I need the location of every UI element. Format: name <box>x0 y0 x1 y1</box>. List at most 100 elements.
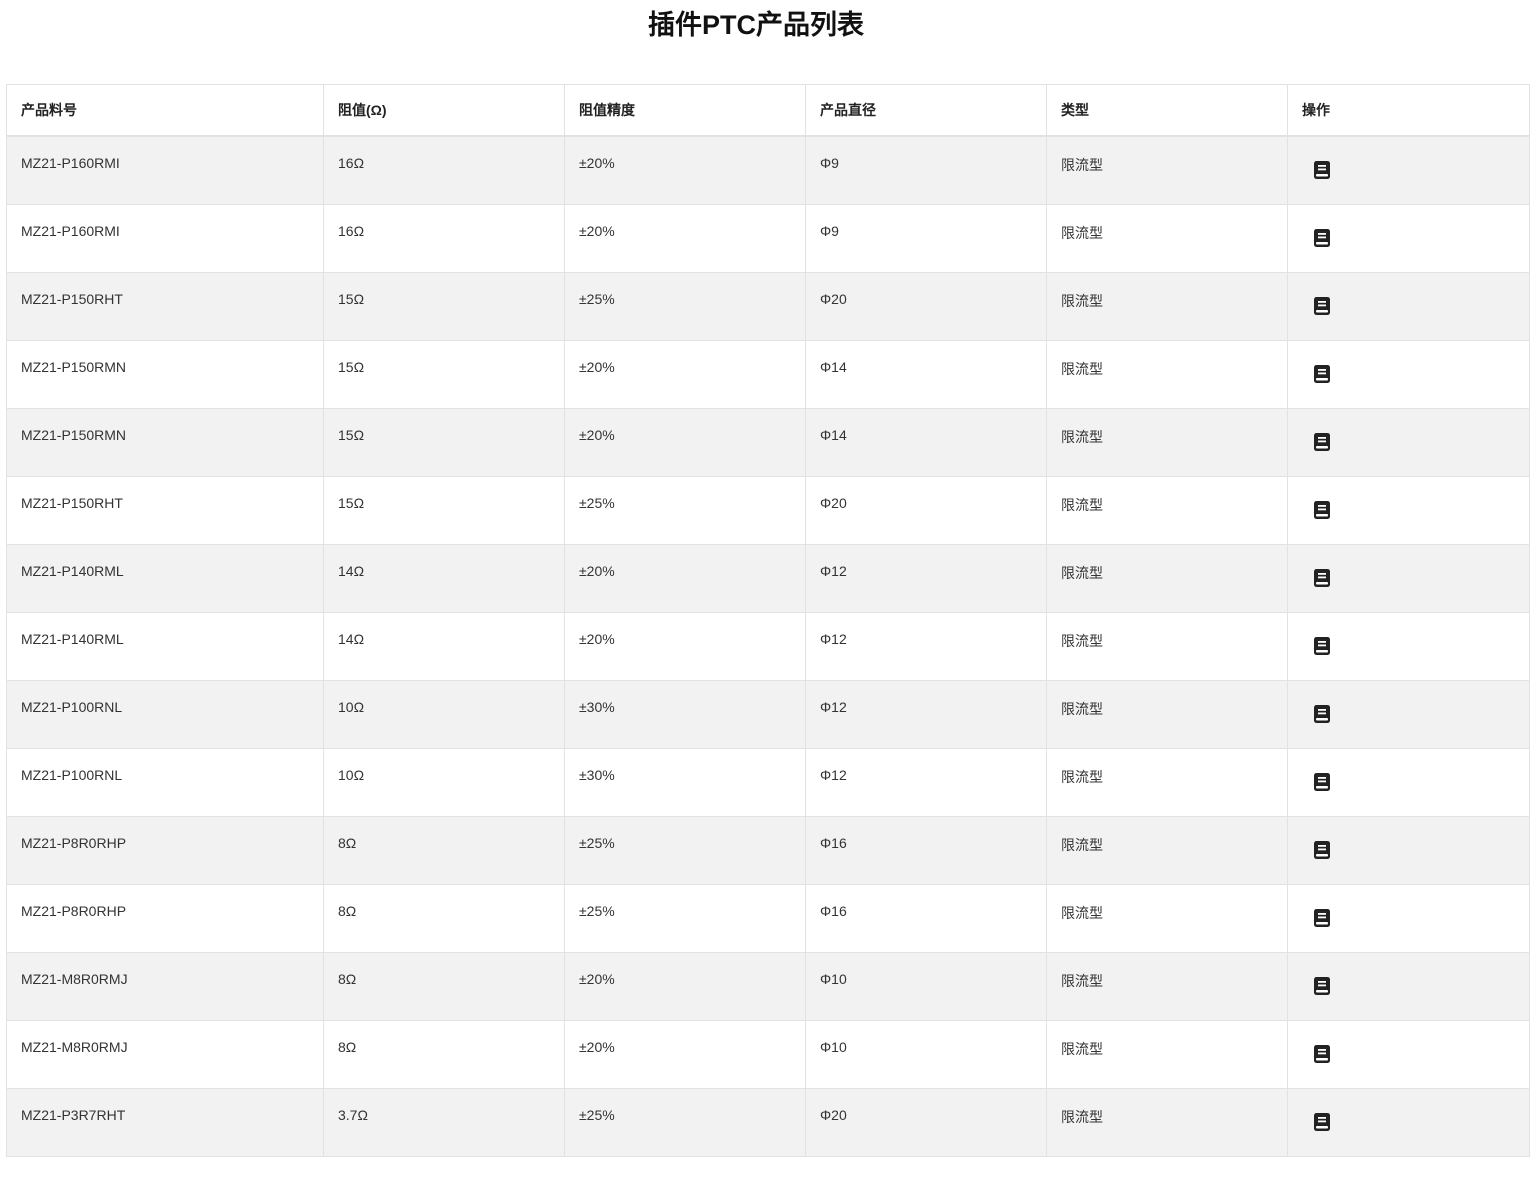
cell-type: 限流型 <box>1046 203 1288 273</box>
cell-tolerance: ±20% <box>564 407 806 477</box>
cell-tolerance: ±20% <box>564 203 806 273</box>
book-icon[interactable] <box>1314 433 1330 452</box>
cell-diameter: Φ9 <box>805 135 1047 205</box>
cell-part-number: MZ21-P150RHT <box>6 475 324 545</box>
cell-tolerance: ±20% <box>564 951 806 1021</box>
cell-type: 限流型 <box>1046 271 1288 341</box>
book-icon[interactable] <box>1314 365 1330 384</box>
table-row: MZ21-P3R7RHT 3.7Ω ±25% Φ20 限流型 <box>6 1087 1530 1157</box>
cell-resistance: 15Ω <box>323 271 565 341</box>
book-icon[interactable] <box>1314 841 1330 860</box>
cell-action <box>1287 883 1530 953</box>
cell-part-number: MZ21-P150RMN <box>6 407 324 477</box>
table-row: MZ21-M8R0RMJ 8Ω ±20% Φ10 限流型 <box>6 1019 1530 1089</box>
book-icon[interactable] <box>1314 705 1330 724</box>
col-diameter: 产品直径 <box>805 84 1047 137</box>
cell-action <box>1287 1087 1530 1157</box>
cell-action <box>1287 135 1530 205</box>
table-row: MZ21-P150RMN 15Ω ±20% Φ14 限流型 <box>6 407 1530 477</box>
cell-type: 限流型 <box>1046 815 1288 885</box>
table-row: MZ21-P8R0RHP 8Ω ±25% Φ16 限流型 <box>6 815 1530 885</box>
cell-tolerance: ±25% <box>564 815 806 885</box>
cell-resistance: 15Ω <box>323 339 565 409</box>
table-row: MZ21-P160RMI 16Ω ±20% Φ9 限流型 <box>6 203 1530 273</box>
cell-part-number: MZ21-P160RMI <box>6 135 324 205</box>
book-icon[interactable] <box>1314 229 1330 248</box>
cell-part-number: MZ21-P100RNL <box>6 747 324 817</box>
book-icon[interactable] <box>1314 977 1330 996</box>
cell-tolerance: ±20% <box>564 339 806 409</box>
table-row: MZ21-P140RML 14Ω ±20% Φ12 限流型 <box>6 543 1530 613</box>
cell-type: 限流型 <box>1046 611 1288 681</box>
table-row: MZ21-P150RMN 15Ω ±20% Φ14 限流型 <box>6 339 1530 409</box>
cell-type: 限流型 <box>1046 679 1288 749</box>
cell-part-number: MZ21-P140RML <box>6 543 324 613</box>
cell-diameter: Φ16 <box>805 815 1047 885</box>
cell-action <box>1287 203 1530 273</box>
cell-part-number: MZ21-P140RML <box>6 611 324 681</box>
cell-tolerance: ±25% <box>564 475 806 545</box>
col-type: 类型 <box>1046 84 1288 137</box>
cell-tolerance: ±20% <box>564 543 806 613</box>
col-tolerance: 阻值精度 <box>564 84 806 137</box>
cell-part-number: MZ21-P8R0RHP <box>6 815 324 885</box>
cell-resistance: 14Ω <box>323 543 565 613</box>
cell-type: 限流型 <box>1046 951 1288 1021</box>
cell-part-number: MZ21-P3R7RHT <box>6 1087 324 1157</box>
cell-part-number: MZ21-P160RMI <box>6 203 324 273</box>
cell-part-number: MZ21-P8R0RHP <box>6 883 324 953</box>
cell-action <box>1287 951 1530 1021</box>
table-row: MZ21-P140RML 14Ω ±20% Φ12 限流型 <box>6 611 1530 681</box>
cell-action <box>1287 271 1530 341</box>
cell-resistance: 8Ω <box>323 1019 565 1089</box>
cell-tolerance: ±20% <box>564 611 806 681</box>
cell-resistance: 14Ω <box>323 611 565 681</box>
col-part-number: 产品料号 <box>6 84 324 137</box>
cell-action <box>1287 1019 1530 1089</box>
table-row: MZ21-P8R0RHP 8Ω ±25% Φ16 限流型 <box>6 883 1530 953</box>
table-row: MZ21-M8R0RMJ 8Ω ±20% Φ10 限流型 <box>6 951 1530 1021</box>
cell-type: 限流型 <box>1046 135 1288 205</box>
cell-diameter: Φ20 <box>805 271 1047 341</box>
cell-resistance: 15Ω <box>323 407 565 477</box>
table-row: MZ21-P150RHT 15Ω ±25% Φ20 限流型 <box>6 271 1530 341</box>
cell-type: 限流型 <box>1046 475 1288 545</box>
book-icon[interactable] <box>1314 637 1330 656</box>
cell-tolerance: ±25% <box>564 271 806 341</box>
cell-diameter: Φ14 <box>805 339 1047 409</box>
product-table: 产品料号 阻值(Ω) 阻值精度 产品直径 类型 操作 MZ21-P160RMI 1… <box>6 84 1530 1157</box>
cell-diameter: Φ12 <box>805 747 1047 817</box>
cell-part-number: MZ21-M8R0RMJ <box>6 1019 324 1089</box>
cell-diameter: Φ14 <box>805 407 1047 477</box>
book-icon[interactable] <box>1314 501 1330 520</box>
cell-resistance: 16Ω <box>323 203 565 273</box>
cell-resistance: 8Ω <box>323 815 565 885</box>
book-icon[interactable] <box>1314 909 1330 928</box>
book-icon[interactable] <box>1314 297 1330 316</box>
table-row: MZ21-P100RNL 10Ω ±30% Φ12 限流型 <box>6 747 1530 817</box>
book-icon[interactable] <box>1314 1045 1330 1064</box>
table-row: MZ21-P160RMI 16Ω ±20% Φ9 限流型 <box>6 135 1530 205</box>
book-icon[interactable] <box>1314 1113 1330 1132</box>
cell-diameter: Φ10 <box>805 1019 1047 1089</box>
cell-resistance: 10Ω <box>323 747 565 817</box>
book-icon[interactable] <box>1314 569 1330 588</box>
table-header: 产品料号 阻值(Ω) 阻值精度 产品直径 类型 操作 <box>6 84 1530 137</box>
cell-action <box>1287 747 1530 817</box>
cell-part-number: MZ21-P100RNL <box>6 679 324 749</box>
cell-type: 限流型 <box>1046 339 1288 409</box>
cell-part-number: MZ21-P150RHT <box>6 271 324 341</box>
book-icon[interactable] <box>1314 161 1330 180</box>
cell-tolerance: ±25% <box>564 883 806 953</box>
book-icon[interactable] <box>1314 773 1330 792</box>
cell-type: 限流型 <box>1046 883 1288 953</box>
cell-resistance: 10Ω <box>323 679 565 749</box>
cell-diameter: Φ10 <box>805 951 1047 1021</box>
cell-part-number: MZ21-M8R0RMJ <box>6 951 324 1021</box>
cell-action <box>1287 611 1530 681</box>
cell-type: 限流型 <box>1046 543 1288 613</box>
cell-part-number: MZ21-P150RMN <box>6 339 324 409</box>
cell-action <box>1287 543 1530 613</box>
cell-resistance: 15Ω <box>323 475 565 545</box>
cell-diameter: Φ20 <box>805 475 1047 545</box>
